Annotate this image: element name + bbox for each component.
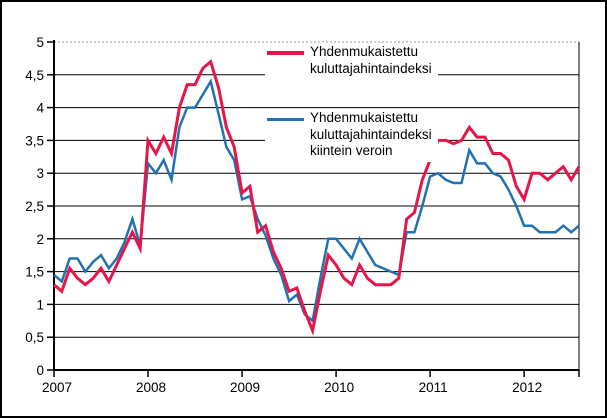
y-axis-label: 2	[36, 232, 44, 247]
y-axis-label: 4,5	[25, 68, 44, 83]
x-axis-label: 2007	[42, 380, 72, 395]
legend-label-line: Yhdenmukaistettu	[310, 44, 419, 59]
x-axis-label: 2009	[230, 380, 260, 395]
hicp-line-swatch-icon	[267, 51, 304, 55]
x-axis-label: 2010	[324, 380, 354, 395]
legend-label-line: kiintein veroin	[310, 143, 393, 158]
x-axis-label: 2011	[419, 380, 448, 395]
legend-label-line: kuluttajahintaindeksi	[310, 126, 432, 142]
legend-label-line: kuluttajahintaindeksi	[310, 60, 432, 76]
y-axis-label: 2,5	[25, 199, 44, 214]
x-axis-label: 2008	[136, 380, 166, 395]
y-axis-label: 3,5	[25, 133, 44, 148]
y-axis-label: 4	[36, 101, 44, 116]
series-line-hicp	[53, 59, 581, 336]
y-axis-label: 1	[36, 297, 44, 312]
y-axis-label: 1,5	[25, 265, 44, 280]
y-axis-label: 5	[36, 35, 44, 50]
legend-label-line: Yhdenmukaistettu	[310, 110, 419, 125]
y-axis-label: 3	[36, 166, 44, 181]
y-axis-label: 0	[36, 363, 44, 378]
legend-label-hicp: Yhdenmukaistettu kuluttajahintaindeksi	[310, 44, 432, 77]
legend-entry-hicp: Yhdenmukaistettu kuluttajahintaindeksi	[265, 43, 438, 79]
x-axis-label: 2012	[512, 380, 542, 395]
chart-legend: Yhdenmukaistettu kuluttajahintaindeksi Y…	[265, 43, 438, 162]
y-axis-label: 0,5	[25, 330, 44, 345]
hicp-ct-line-swatch-icon	[267, 118, 304, 121]
legend-label-hicp-constant-taxes: Yhdenmukaistettu kuluttajahintaindeksi k…	[310, 110, 432, 160]
legend-entry-hicp-constant-taxes: Yhdenmukaistettu kuluttajahintaindeksi k…	[265, 109, 438, 162]
